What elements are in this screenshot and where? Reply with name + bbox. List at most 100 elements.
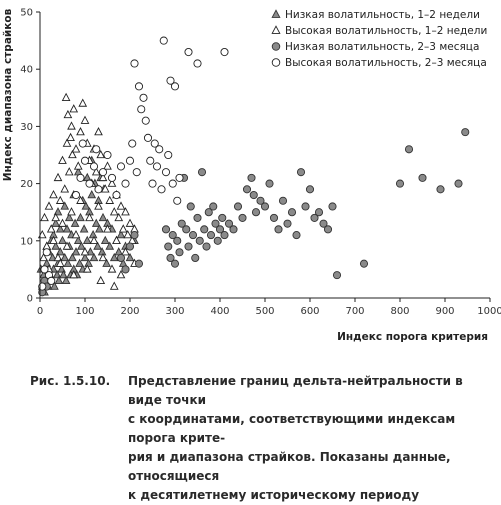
x-tick-label: 400 [210, 306, 229, 317]
data-point [64, 212, 74, 222]
data-point [94, 185, 103, 194]
data-point [121, 247, 130, 256]
data-point [200, 225, 209, 234]
data-point [58, 235, 67, 244]
data-point [260, 202, 270, 211]
data-point [71, 144, 81, 153]
data-point [96, 149, 106, 159]
data-point [51, 241, 61, 250]
data-point [91, 218, 101, 227]
axes: 0 100 200 300 400 500 600 700 800 900 1000 0 10 20 30 4… [20, 8, 501, 318]
x-tick-label: 1000 [477, 306, 501, 317]
legend-label: Низкая волатильность, 1–2 недели [285, 9, 480, 21]
data-point [265, 179, 274, 188]
data-point [60, 184, 70, 193]
data-point [80, 247, 90, 256]
data-point [301, 202, 310, 211]
data-point [51, 218, 61, 227]
data-point [305, 185, 315, 194]
data-point [332, 271, 342, 280]
scatter-chart: 0 100 200 300 400 500 600 700 800 900 1000 0 10 20 30 4… [2, 8, 501, 344]
data-point [109, 281, 119, 290]
data-point [75, 258, 84, 267]
data-point [251, 208, 261, 217]
legend-marker [271, 9, 281, 18]
data-point [107, 178, 117, 187]
data-point [173, 236, 182, 245]
data-point [85, 212, 94, 222]
caption-line: Представление границ дельта-нейтральност… [128, 374, 463, 407]
data-point [64, 167, 74, 176]
y-tick-label: 0 [27, 294, 33, 305]
data-point [116, 162, 126, 171]
data-point [46, 224, 56, 233]
data-point [161, 168, 171, 177]
data-point [55, 247, 65, 256]
data-point [67, 121, 76, 130]
data-point [121, 265, 130, 274]
data-point [134, 82, 144, 91]
data-point [82, 264, 92, 273]
data-point [100, 235, 110, 244]
data-point [49, 189, 58, 199]
data-point [323, 225, 333, 234]
data-point [164, 150, 173, 160]
data-point [44, 201, 54, 210]
data-point [68, 252, 77, 262]
data-point [213, 236, 222, 245]
data-point [274, 225, 283, 234]
data-point [109, 207, 119, 216]
data-point [69, 270, 79, 279]
x-tick-label: 500 [255, 306, 274, 317]
data-point [141, 116, 150, 125]
data-point [58, 155, 67, 164]
data-point [238, 213, 247, 222]
data-point [184, 47, 193, 57]
data-point [150, 139, 159, 148]
caption-text: Представление границ дельта-нейтральност… [128, 372, 500, 505]
caption-line: к десятилетнему историческому периоду [128, 488, 420, 502]
data-point [134, 259, 144, 268]
data-point [209, 202, 218, 211]
data-point [76, 212, 85, 222]
data-point [139, 93, 148, 102]
y-tick-label: 30 [20, 122, 33, 133]
data-point [328, 202, 337, 211]
data-point [107, 264, 117, 273]
data-point [114, 212, 124, 222]
data-point [49, 235, 58, 244]
x-tick-label: 300 [165, 306, 184, 317]
data-point [54, 275, 64, 285]
data-point [94, 201, 103, 210]
data-point [66, 132, 75, 142]
data-point [461, 128, 470, 137]
data-point [278, 196, 288, 205]
data-point [159, 36, 168, 45]
data-point [395, 179, 405, 188]
y-tick-label: 10 [20, 236, 33, 247]
x-tick-label: 100 [75, 306, 94, 317]
series-3 [38, 128, 470, 297]
data-point [137, 105, 146, 114]
data-point [76, 173, 85, 182]
data-point [105, 195, 115, 204]
data-point [164, 242, 173, 251]
data-point [80, 156, 90, 165]
data-point [283, 219, 292, 228]
data-point [70, 218, 80, 227]
data-point [68, 149, 77, 159]
data-point [121, 207, 130, 216]
data-point [98, 168, 108, 177]
data-point [168, 179, 177, 188]
x-tick-label: 900 [435, 306, 454, 317]
data-point [296, 168, 306, 177]
data-point [314, 208, 324, 217]
data-point [58, 218, 67, 227]
data-point [103, 161, 112, 170]
legend-label: Низкая волатильность, 2–3 месяца [285, 41, 479, 53]
data-point [82, 235, 92, 244]
data-point [125, 252, 135, 262]
data-point [55, 195, 65, 204]
data-point [152, 162, 162, 171]
data-point [170, 259, 180, 268]
